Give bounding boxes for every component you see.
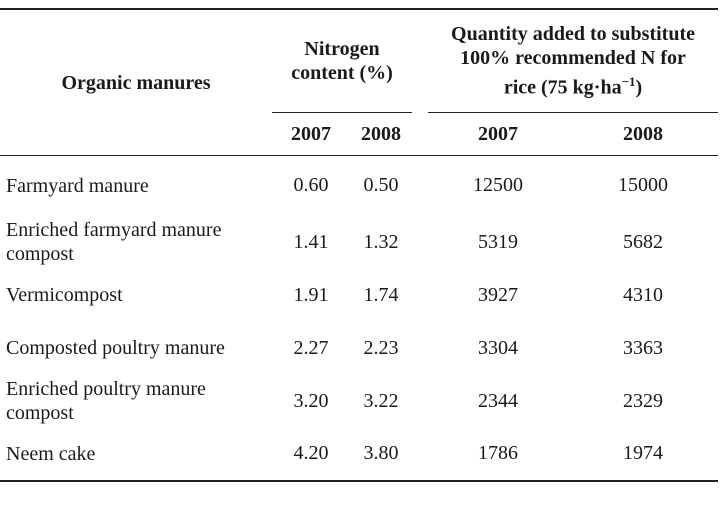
cell-n2008: 0.50 [363, 174, 399, 197]
cell-n2008: 1.74 [363, 283, 399, 306]
cell-q2008: 15000 [618, 174, 669, 197]
cell-q2007: 2344 [478, 389, 519, 412]
row-name: Vermicompost [0, 269, 272, 322]
header-quantity-added: Quantity added to substitute 100% recomm… [428, 9, 719, 113]
cell-q2008: 5682 [623, 230, 664, 253]
cell-q2007: 3927 [478, 283, 519, 306]
row-name-line2: compost [6, 243, 74, 265]
header-quantity-line3-post: ) [635, 76, 643, 99]
header-row-main: Organic manures Nitrogen content (%) Qua… [0, 9, 719, 156]
cell-n2007: 1.91 [293, 283, 329, 306]
table-row: Enriched poultry manure compost 3.20 3.22… [0, 375, 718, 428]
cell-gap [412, 216, 428, 269]
cell-n2007: 2.27 [293, 336, 329, 359]
cell-q2008: 3363 [623, 336, 664, 359]
header-year-q2007: 2007 [478, 122, 519, 145]
header-organic-manures: Organic manures [0, 9, 272, 156]
row-name-line2: compost [6, 402, 74, 424]
row-name-line1: Composted poultry manure [6, 337, 225, 359]
table-row: Enriched farmyard manure compost 1.41 1.3… [0, 216, 718, 269]
table-row: Vermicompost 1.91 1.74 3927 4310 [0, 269, 718, 322]
row-name-line1: Enriched farmyard manure [6, 219, 222, 241]
row-name-line1: Enriched poultry manure [6, 378, 206, 400]
cell-gap [412, 428, 428, 481]
cell-q2007: 1786 [478, 442, 519, 464]
cell-n2008: 3.80 [363, 442, 399, 464]
cell-q2007: 5319 [478, 230, 519, 253]
table-row: Composted poultry manure 2.27 2.23 3304 … [0, 322, 718, 375]
cell-n2007: 4.20 [293, 442, 329, 464]
header-gap [412, 9, 428, 113]
cell-q2008: 2329 [623, 389, 664, 412]
cell-q2007: 12500 [473, 174, 524, 197]
row-name: Farmyard manure [0, 156, 272, 216]
header-nitrogen-line2: content (%) [291, 62, 393, 84]
table-row: Farmyard manure 0.60 0.50 12500 15000 [0, 156, 718, 216]
row-name: Enriched poultry manure compost [0, 375, 272, 428]
cell-q2008: 4310 [623, 283, 664, 306]
cell-q2008: 1974 [623, 442, 664, 464]
header-quantity-line3-sup: −1 [621, 74, 636, 90]
header-quantity-line3-pre: rice (75 kg·ha [503, 76, 622, 99]
row-name-line1: Vermicompost [6, 284, 123, 306]
header-quantity-line2: 100% recommended N for [460, 47, 686, 70]
cell-gap [412, 269, 428, 322]
header-nitrogen-content: Nitrogen content (%) [272, 9, 413, 113]
header-year-n2007: 2007 [291, 122, 331, 145]
header-year-n2008: 2008 [361, 122, 401, 145]
row-name-line1: Farmyard manure [6, 174, 149, 197]
header-row-years: 2007 2008 2007 2008 [0, 113, 719, 156]
organic-manures-table: Organic manures Nitrogen content (%) Qua… [0, 8, 719, 482]
header-year-gap [412, 113, 428, 156]
row-name: Neem cake [0, 428, 272, 481]
cell-n2008: 2.23 [363, 336, 399, 359]
row-name-line1: Neem cake [6, 442, 96, 465]
row-name: Enriched farmyard manure compost [0, 216, 272, 269]
cell-n2007: 3.20 [293, 389, 329, 412]
table-row: Neem cake 4.20 3.80 1786 1974 [0, 428, 719, 481]
header-year-q2008: 2008 [623, 122, 664, 145]
cell-gap [412, 375, 428, 428]
cell-q2007: 3304 [478, 336, 519, 359]
cell-n2007: 1.41 [293, 230, 329, 253]
cell-n2008: 3.22 [363, 389, 399, 412]
header-quantity-line1: Quantity added to substitute [451, 23, 695, 46]
cell-gap [412, 156, 428, 216]
row-name: Composted poultry manure [0, 322, 272, 375]
cell-n2007: 0.60 [293, 174, 329, 197]
header-nitrogen-line1: Nitrogen [304, 38, 380, 60]
cell-gap [412, 322, 428, 375]
header-quantity-line3: rice (75 kg·ha−1) [428, 70, 718, 100]
cell-n2008: 1.32 [363, 230, 399, 253]
